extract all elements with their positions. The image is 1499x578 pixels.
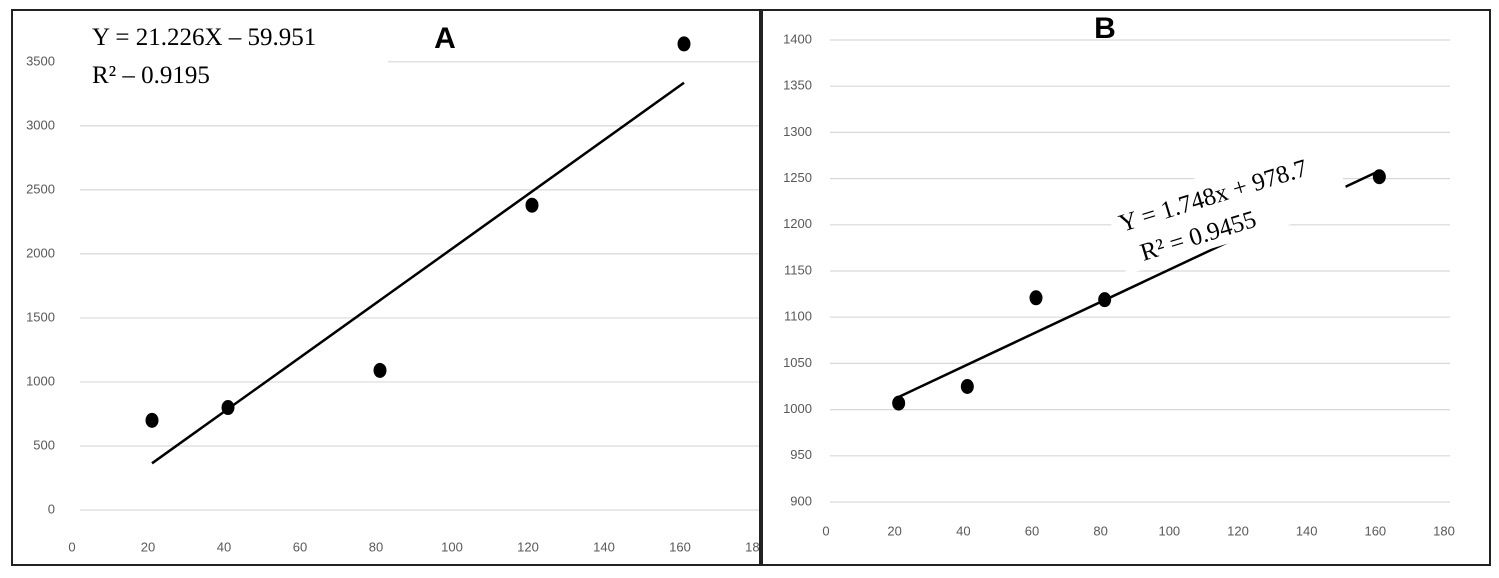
x-tick-label: 160 <box>669 539 691 554</box>
x-tick-label: 40 <box>217 539 231 554</box>
x-tick-label: 40 <box>956 523 970 538</box>
x-tick-label: 100 <box>441 539 463 554</box>
x-tick-label: 100 <box>1158 523 1180 538</box>
x-tick-label: 160 <box>1364 523 1386 538</box>
x-tick-label: 120 <box>517 539 539 554</box>
data-point <box>1372 169 1386 185</box>
data-point <box>892 395 906 411</box>
equation-box <box>1105 136 1352 275</box>
equation-group: Y = 1.748x + 978.7R² = 0.9455 <box>1105 136 1352 275</box>
x-tick-label: 180 <box>745 539 767 554</box>
y-tick-label: 1500 <box>26 309 55 324</box>
r-squared: R² – 0.9195 <box>92 62 210 89</box>
x-tick-label: 60 <box>1025 523 1039 538</box>
panel-a: 0 500 1000 1500 2000 2500 3000 3500 0 20 40 60 80 100… <box>26 12 767 554</box>
data-point <box>677 36 691 52</box>
y-tick-label: 1200 <box>783 216 812 231</box>
x-tick-label: 20 <box>141 539 155 554</box>
y-tick-label: 1350 <box>783 78 812 93</box>
y-tick-label: 950 <box>790 447 812 462</box>
y-tick-label: 3500 <box>26 53 55 68</box>
data-point <box>1098 292 1112 308</box>
data-point <box>1029 290 1043 306</box>
y-tick-label: 1000 <box>783 401 812 416</box>
x-tick-label: 80 <box>369 539 383 554</box>
x-tick-label: 180 <box>1433 523 1455 538</box>
trend-line <box>151 81 685 465</box>
x-tick-label: 0 <box>822 523 829 538</box>
x-tick-label: 0 <box>68 539 75 554</box>
y-tick-label: 1050 <box>783 355 812 370</box>
x-tick-label: 20 <box>887 523 901 538</box>
y-tick-label: 3000 <box>26 117 55 132</box>
y-tick-label: 2500 <box>26 181 55 196</box>
panel-b: 9009501000105011001150120012501300135014… <box>783 12 1455 539</box>
x-tick-label: 60 <box>293 539 307 554</box>
data-point <box>221 400 235 416</box>
y-tick-label: 500 <box>33 437 55 452</box>
data-point <box>525 197 539 213</box>
equation-box <box>78 12 388 96</box>
chart-title: B <box>1094 12 1116 45</box>
data-point <box>373 362 387 378</box>
y-tick-label: 1400 <box>783 31 812 46</box>
y-tick-label: 0 <box>48 501 55 516</box>
data-point <box>960 379 974 394</box>
x-tick-label: 140 <box>593 539 615 554</box>
y-tick-label: 2000 <box>26 245 55 260</box>
panel-a-border <box>11 9 761 566</box>
y-tick-label: 1150 <box>784 262 812 277</box>
y-tick-label: 1100 <box>784 309 812 324</box>
y-tick-label: 900 <box>790 493 812 508</box>
y-tick-label: 1250 <box>783 170 812 185</box>
chart-title: A <box>434 22 456 55</box>
y-tick-label: 1300 <box>783 124 812 139</box>
data-point <box>145 412 159 428</box>
equation: Y = 21.226X – 59.951 <box>92 24 316 51</box>
y-tick-label: 1000 <box>26 373 55 388</box>
x-tick-label: 80 <box>1093 523 1107 538</box>
panel-b-border <box>761 9 1491 566</box>
x-tick-label: 140 <box>1296 523 1318 538</box>
x-tick-label: 120 <box>1227 523 1249 538</box>
